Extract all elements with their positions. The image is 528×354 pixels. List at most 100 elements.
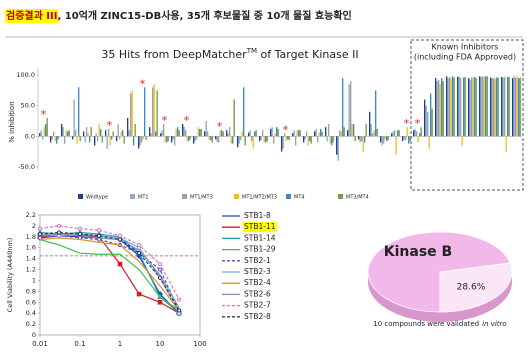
bar — [87, 133, 89, 137]
bar — [480, 76, 482, 137]
bar — [357, 136, 360, 140]
series-line — [39, 237, 180, 311]
bar — [420, 127, 422, 137]
bar — [261, 130, 264, 137]
y-tick-label: 1.2 — [26, 266, 36, 274]
bar — [365, 124, 367, 137]
bar — [243, 87, 245, 137]
bar — [320, 128, 322, 137]
y-tick-label: 0.4 — [26, 309, 36, 317]
bar — [294, 136, 297, 146]
bar — [348, 84, 350, 137]
bar — [60, 124, 63, 137]
bar — [437, 79, 440, 137]
bar — [159, 133, 162, 137]
bar — [208, 136, 210, 140]
bar — [162, 124, 165, 137]
bar — [192, 136, 195, 144]
bar — [458, 76, 460, 137]
marker — [56, 223, 62, 229]
bar — [227, 133, 229, 137]
bar — [206, 131, 209, 137]
bar — [49, 136, 52, 143]
bar — [299, 130, 301, 137]
known-box — [410, 39, 524, 191]
bar — [452, 76, 454, 137]
bar — [485, 76, 487, 137]
bar — [450, 78, 452, 137]
bar — [360, 136, 363, 142]
marker — [176, 308, 182, 313]
bar — [430, 93, 432, 137]
y-tick-label: 100.0 — [16, 71, 35, 79]
bar — [329, 136, 331, 144]
bar — [63, 136, 66, 144]
bar — [186, 136, 188, 142]
y-tick-label: 0 — [32, 331, 36, 339]
bar — [203, 131, 206, 137]
bar — [68, 130, 70, 137]
legend-swatch — [182, 194, 187, 199]
bar — [475, 78, 477, 137]
x-tick-label: 1 — [118, 340, 122, 348]
bar — [117, 124, 119, 137]
bar — [98, 124, 100, 137]
legend-highlight — [243, 222, 277, 233]
bar — [269, 128, 272, 137]
pie-value-label: 28.6% — [457, 282, 486, 292]
bar — [166, 136, 168, 143]
bar — [362, 136, 364, 152]
bar — [496, 77, 498, 137]
bar — [126, 117, 129, 137]
bar — [183, 127, 185, 137]
bar — [419, 133, 421, 137]
bar — [210, 136, 212, 140]
bar — [282, 136, 284, 149]
bar — [359, 136, 361, 143]
bar — [463, 77, 465, 137]
bar-title-sup: TM — [246, 47, 257, 55]
bar — [293, 130, 295, 137]
marker — [157, 275, 163, 280]
marker — [77, 231, 83, 237]
bar — [122, 130, 124, 137]
bar — [221, 130, 223, 137]
bar — [95, 133, 97, 137]
legend-label: STB2-7 — [244, 301, 271, 310]
bar — [54, 136, 56, 142]
bar — [41, 136, 44, 140]
bar — [500, 76, 503, 137]
bar — [164, 136, 166, 143]
marker — [117, 237, 123, 242]
bar — [219, 130, 221, 137]
bar — [181, 124, 184, 137]
bar — [379, 136, 382, 143]
caption-italic: in vitro — [482, 320, 507, 328]
bar — [302, 136, 305, 143]
legend-label: MT1 — [138, 195, 149, 201]
bar-title-end: of Target Kinase II — [257, 48, 359, 61]
header-highlight-text: 검증결과 III — [6, 9, 57, 22]
bar — [353, 124, 355, 137]
bar — [409, 136, 411, 142]
x-tick-label: 0.1 — [74, 340, 85, 348]
bar — [494, 78, 496, 137]
bar — [40, 130, 42, 137]
bar — [386, 136, 388, 142]
legend-label: STB2-3 — [244, 267, 271, 276]
legend-label: Wildtype — [86, 195, 108, 201]
bar — [173, 136, 176, 146]
y-tick-label: 2.2 — [26, 211, 36, 219]
bar — [478, 76, 481, 137]
bar — [225, 130, 228, 137]
bar — [175, 128, 177, 137]
legend-label: STB1-8 — [244, 211, 271, 220]
bar — [129, 93, 132, 137]
annotation: * — [41, 108, 47, 121]
bar — [351, 124, 353, 137]
bar — [285, 136, 287, 142]
bar — [381, 136, 383, 146]
bar — [65, 130, 67, 137]
bar — [464, 76, 466, 137]
marker — [117, 261, 123, 267]
